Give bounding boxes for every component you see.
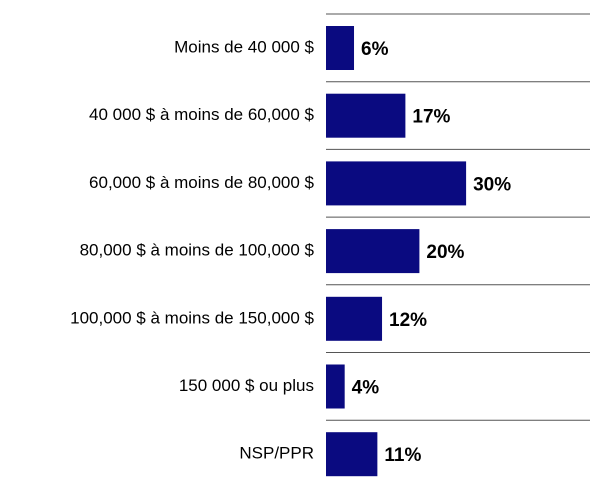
value-label: 4% xyxy=(352,378,380,399)
bar xyxy=(326,432,378,477)
value-label: 17% xyxy=(412,107,450,128)
category-label: 40 000 $ à moins de 60,000 $ xyxy=(89,105,314,124)
bar xyxy=(326,296,383,341)
category-label: NSP/PPR xyxy=(239,444,314,463)
bar xyxy=(326,161,467,206)
category-label: Moins de 40 000 $ xyxy=(174,37,314,56)
bar xyxy=(326,26,355,70)
value-label: 20% xyxy=(426,242,464,263)
category-label: 150 000 $ ou plus xyxy=(179,376,314,395)
bar xyxy=(326,93,406,138)
value-label: 12% xyxy=(389,310,427,331)
value-label: 11% xyxy=(384,445,421,466)
category-label: 60,000 $ à moins de 80,000 $ xyxy=(89,173,314,192)
category-label: 100,000 $ à moins de 150,000 $ xyxy=(70,308,314,327)
bar xyxy=(326,364,345,409)
value-label: 6% xyxy=(361,39,389,60)
value-label: 30% xyxy=(473,174,511,195)
category-label: 80,000 $ à moins de 100,000 $ xyxy=(80,241,315,260)
bar xyxy=(326,229,420,274)
